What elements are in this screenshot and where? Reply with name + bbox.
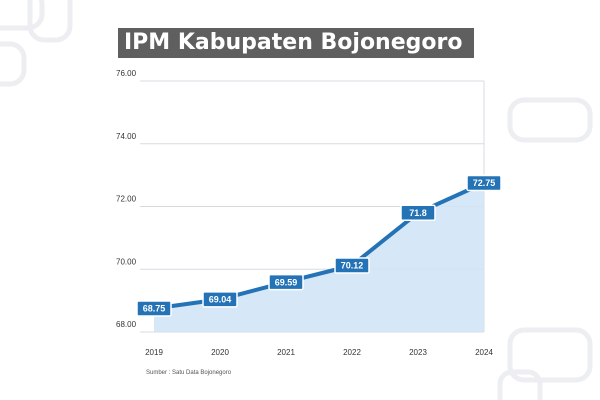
data-label-box <box>268 273 304 291</box>
data-label-box <box>136 300 172 317</box>
data-label-box <box>202 291 238 308</box>
x-tick-label: 2024 <box>475 348 493 357</box>
x-tick-label: 2023 <box>409 348 427 357</box>
source-note: Sumber : Satu Data Bojonegoro <box>146 370 232 376</box>
data-label-text: 69.59 <box>275 277 298 287</box>
data-label: 71.8 <box>400 204 436 222</box>
data-label-text: 68.75 <box>143 304 166 314</box>
y-tick-label: 72.00 <box>116 195 137 204</box>
data-label-box <box>466 174 502 192</box>
data-label-box <box>400 204 436 222</box>
data-label: 69.04 <box>202 291 238 308</box>
data-label-text: 69.04 <box>209 295 232 305</box>
data-label: 68.75 <box>136 300 172 317</box>
data-label: 70.12 <box>334 257 370 274</box>
data-labels: 68.75 69.04 69.59 70.12 71.8 72.75 <box>136 174 502 317</box>
area-fill <box>154 183 484 332</box>
y-axis-ticks: 68.00 70.00 72.00 74.00 76.00 <box>116 69 137 329</box>
data-label: 72.75 <box>466 174 502 192</box>
data-label-text: 70.12 <box>341 261 364 271</box>
x-tick-label: 2022 <box>343 348 361 357</box>
chart-title: IPM Kabupaten Bojonegoro <box>118 28 475 58</box>
x-tick-label: 2021 <box>277 348 295 357</box>
data-label-box <box>334 257 370 274</box>
x-axis-ticks: 2019 2020 2021 2022 2023 2024 <box>145 348 493 357</box>
y-tick-label: 74.00 <box>116 132 137 141</box>
y-tick-label: 76.00 <box>116 69 137 78</box>
x-tick-label: 2020 <box>211 348 229 357</box>
data-label: 69.59 <box>268 273 304 291</box>
y-tick-label: 68.00 <box>116 320 137 329</box>
x-tick-label: 2019 <box>145 348 163 357</box>
data-label-text: 71.8 <box>409 208 427 218</box>
data-label-text: 72.75 <box>473 178 496 188</box>
y-tick-label: 70.00 <box>116 257 137 266</box>
